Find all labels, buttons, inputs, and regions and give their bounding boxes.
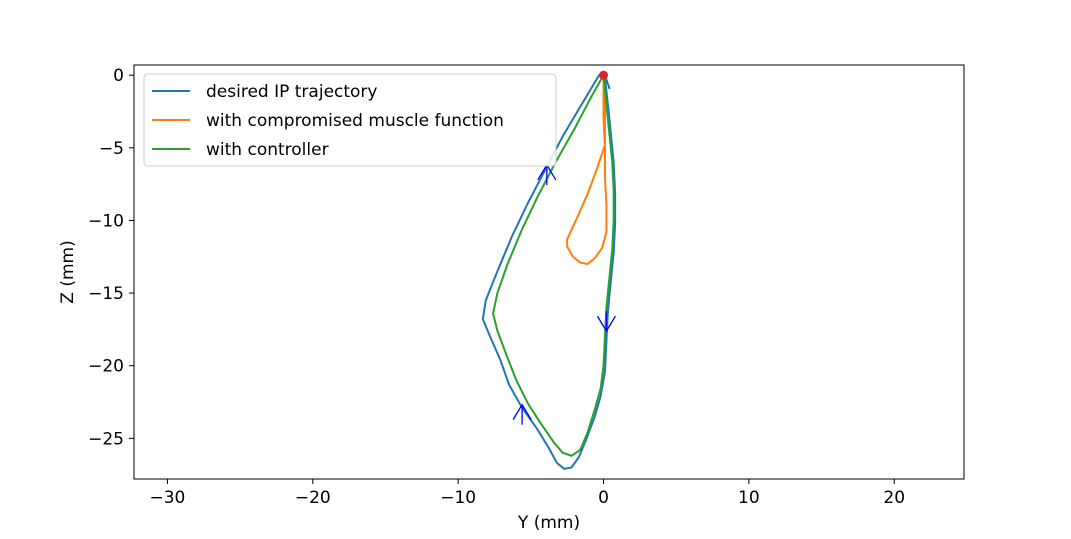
y-tick-label: 0: [113, 66, 124, 86]
y-axis-label: Z (mm): [58, 240, 78, 303]
origin-point: [599, 70, 609, 80]
series-line-2: [492, 74, 615, 457]
y-tick-label: −15: [88, 284, 124, 304]
legend-label-2: with controller: [206, 140, 329, 160]
plot-frame: [133, 64, 965, 480]
x-tick-label: 20: [883, 488, 905, 508]
direction-arrow-1: [596, 311, 616, 333]
y-tick-label: −20: [88, 357, 124, 377]
x-tick-label: −20: [295, 488, 331, 508]
y-tick-label: −5: [99, 139, 124, 159]
series-line-1: [566, 74, 608, 266]
marker-layer: [512, 70, 616, 425]
legend-label-1: with compromised muscle function: [206, 111, 504, 131]
x-tick-label: −10: [440, 488, 476, 508]
legend-box: [143, 73, 557, 167]
legend: desired IP trajectory with compromised mu…: [143, 73, 557, 167]
y-tick-label: −25: [88, 429, 124, 449]
x-axis-label: Y (mm): [517, 513, 580, 533]
legend-label-0: desired IP trajectory: [206, 82, 378, 102]
direction-arrow-2: [512, 403, 532, 425]
y-axis-ticks: 0 −5 −10 −15 −20 −25: [88, 66, 134, 449]
x-tick-label: 10: [738, 488, 760, 508]
x-tick-label: 0: [598, 488, 609, 508]
series-layer: [481, 74, 617, 470]
x-axis-ticks: −30 −20 −10 0 10 20: [149, 479, 905, 508]
series-line-0: [481, 74, 617, 470]
y-tick-label: −10: [88, 211, 124, 231]
x-tick-label: −30: [149, 488, 185, 508]
